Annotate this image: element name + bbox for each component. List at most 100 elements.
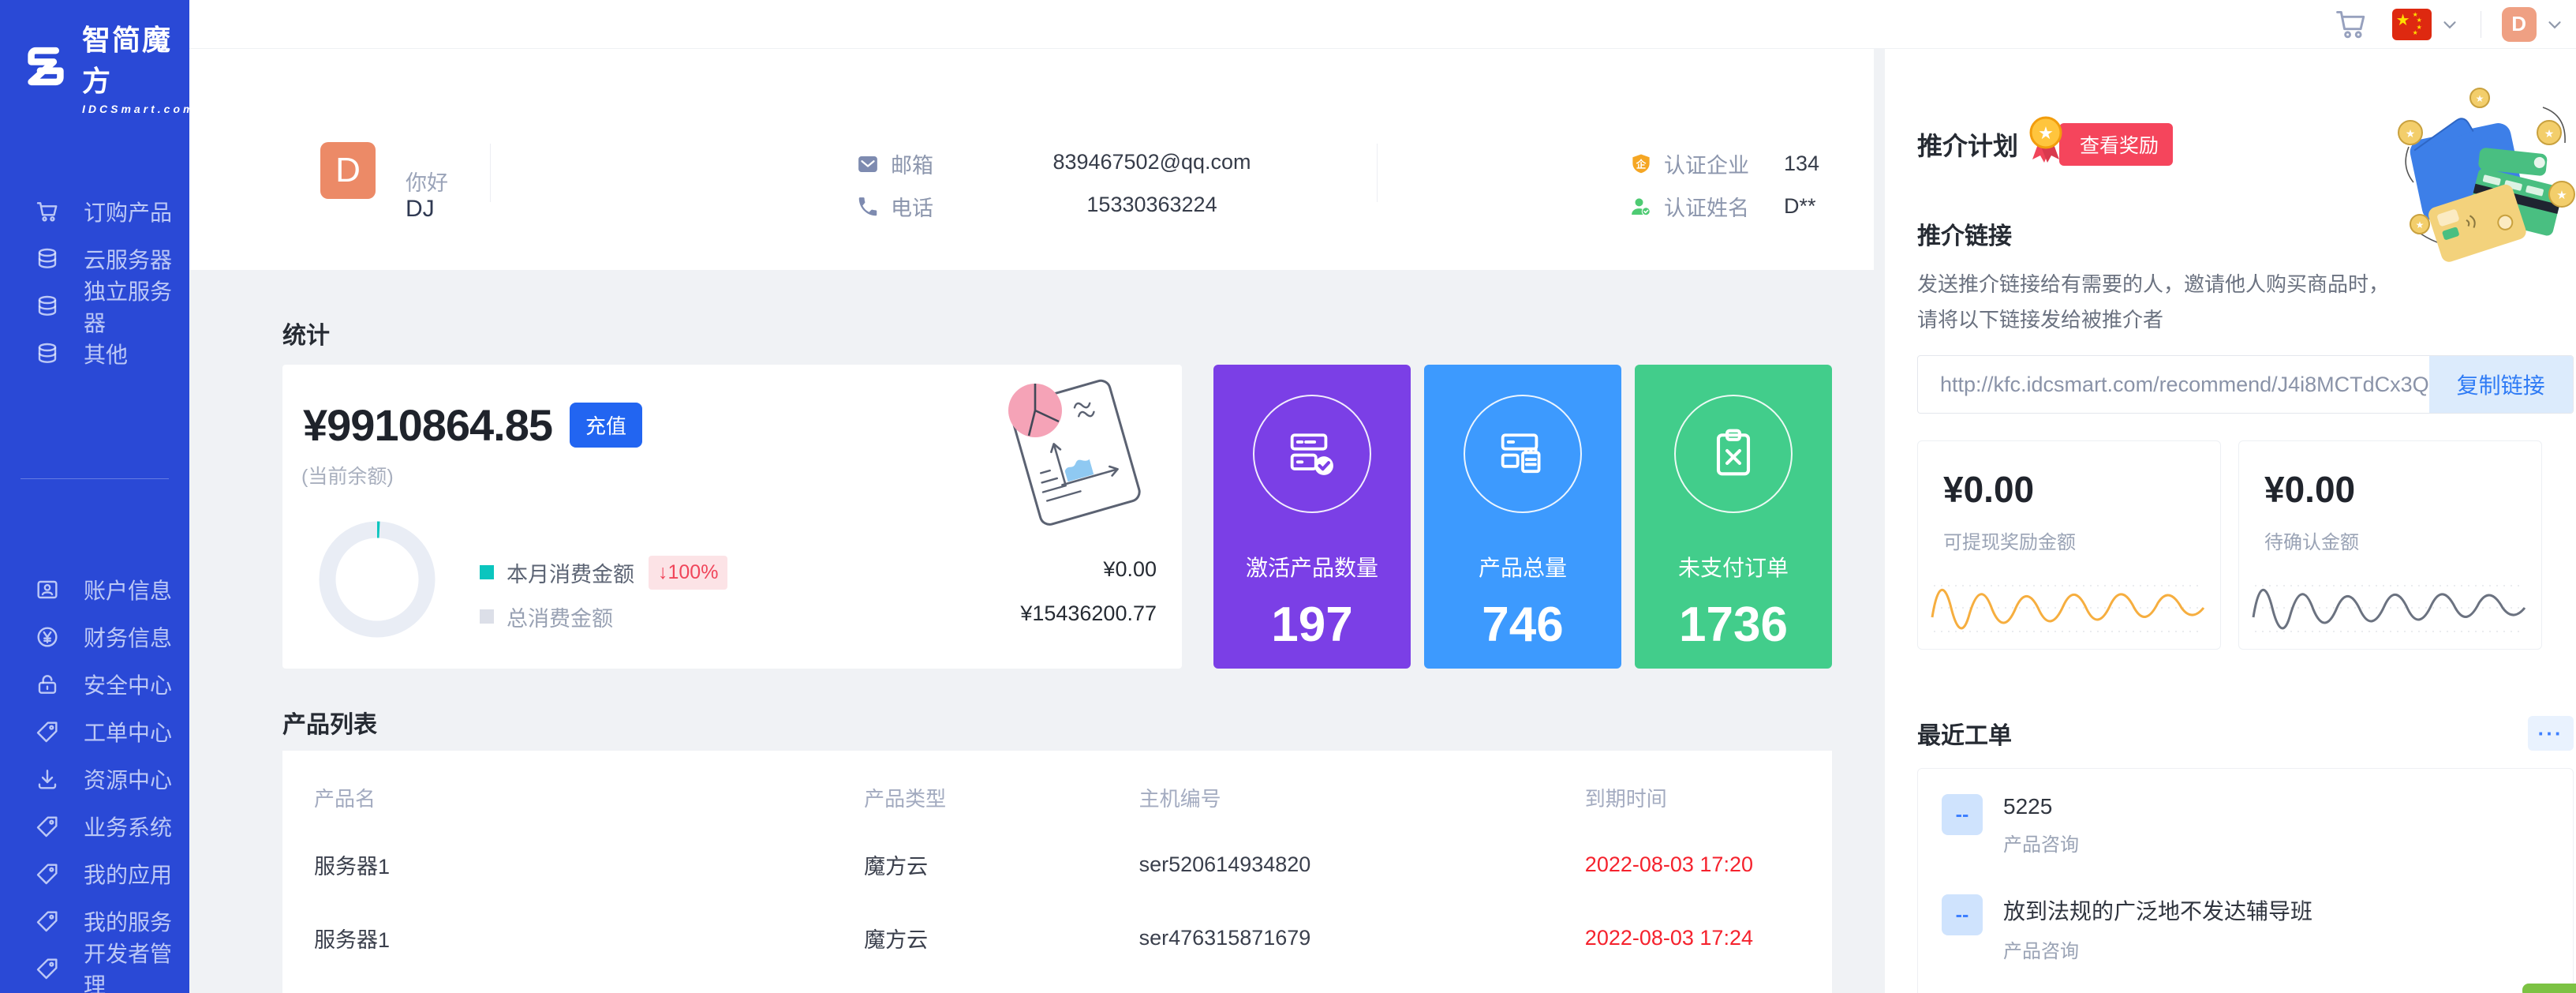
product-list-title: 产品列表 [282, 712, 377, 738]
referral-link-input[interactable]: http://kfc.idcsmart.com/recommend/J4i8MC… [1940, 372, 2429, 396]
column-header: 产品名 [314, 786, 376, 811]
database-icon [38, 295, 57, 316]
database-icon [38, 343, 57, 363]
referral-description-line2: 请将以下链接发给被推介者 [1917, 308, 2164, 332]
cert-company-value: 134 [1784, 152, 1820, 175]
email-label: 邮箱 [891, 154, 933, 178]
yuan-circle-icon [37, 627, 58, 647]
product-type-cell: 魔方云 [864, 855, 929, 879]
server-check-icon [1290, 433, 1333, 475]
profile-avatar: D [320, 142, 376, 199]
sidebar-item-label: 云服务器 [84, 248, 173, 272]
sidebar-item-label: 其他 [84, 343, 129, 367]
sidebar-item-resource-center[interactable]: 资源中心 [0, 755, 189, 803]
sidebar-item-account-info[interactable]: 账户信息 [0, 566, 189, 613]
unpaid-orders-value: 1736 [1679, 598, 1788, 652]
sidebar-item-ticket-center[interactable]: 工单中心 [0, 708, 189, 755]
balance-caption: (当前余额) [301, 466, 394, 488]
sidebar-item-business-system[interactable]: 业务系统 [0, 803, 189, 850]
balance-card: ¥9910864.85 充值 (当前余额) 本月消费金额 [282, 365, 1182, 669]
table-row[interactable]: 服务器1 魔方云 ser476315871679 2022-08-03 17:2… [314, 901, 1800, 975]
sidebar-item-label: 资源中心 [84, 768, 173, 793]
sidebar-item-cloud-server[interactable]: 云服务器 [0, 235, 189, 283]
logo-mark-icon [28, 47, 64, 86]
app-logo[interactable]: 智简魔方 IDCSmart.com [0, 0, 193, 115]
sidebar-item-my-services[interactable]: 我的服务 [0, 897, 189, 945]
product-stack-icon [1501, 433, 1541, 474]
ticket-item[interactable]: -- 5225 产品咨询 [1942, 794, 2549, 856]
sidebar-item-label: 订购产品 [84, 200, 173, 225]
total-products-card[interactable]: 产品总量 746 [1424, 365, 1621, 669]
ticket-item[interactable]: -- 放到法规的广泛地不发达辅导班 产品咨询 [1942, 894, 2549, 963]
sidebar-item-security-center[interactable]: 安全中心 [0, 661, 189, 708]
sidebar: 智简魔方 IDCSmart.com 订购产品 云服务器 独立服务器 其他 [0, 0, 193, 993]
active-products-value: 197 [1271, 598, 1353, 652]
table-row[interactable]: 服务器1 魔方云 ser520614934820 2022-08-03 17:2… [314, 828, 1800, 901]
floating-chat-button[interactable] [2522, 984, 2576, 993]
user-info-panel: D 你好 DJ 邮箱 839467502@qq.com 电话 153303632… [189, 49, 1874, 270]
unpaid-orders-card[interactable]: 未支付订单 1736 [1635, 365, 1832, 669]
ticket-category: 产品咨询 [2003, 941, 2079, 962]
total-products-label: 产品总量 [1478, 556, 1567, 580]
username-text: DJ [406, 196, 435, 222]
sidebar-item-label: 账户信息 [84, 579, 173, 603]
sidebar-item-dedicated-server[interactable]: 独立服务器 [0, 279, 189, 335]
reward-sparkline-orange [1931, 585, 2205, 632]
tag-icon [36, 721, 58, 743]
referral-link-title: 推介链接 [1917, 223, 2012, 249]
table-header-row: 产品名 产品类型 主机编号 到期时间 [314, 766, 1800, 828]
chevron-down-icon[interactable] [2440, 14, 2460, 35]
product-name-cell: 服务器1 [314, 855, 391, 879]
reward-sparkline-gray [2252, 585, 2526, 632]
sidebar-item-label: 独立服务器 [84, 279, 173, 335]
chevron-down-icon[interactable] [2544, 14, 2565, 35]
withdrawable-label: 可提现奖励金额 [1943, 532, 2076, 553]
view-rewards-label: 查看奖励 [2059, 123, 2174, 166]
flag-star-icon: ★ [2395, 11, 2410, 29]
phone-value: 15330363224 [1086, 193, 1217, 216]
sidebar-item-my-apps[interactable]: 我的应用 [0, 850, 189, 897]
tickets-more-button[interactable]: ··· [2527, 716, 2574, 751]
greeting-text: 你好 [406, 171, 448, 195]
sidebar-item-finance-info[interactable]: 财务信息 [0, 613, 189, 661]
user-avatar[interactable]: D [2501, 6, 2537, 42]
active-products-card[interactable]: 激活产品数量 197 [1213, 365, 1411, 669]
sidebar-divider [21, 478, 169, 479]
cert-company-label: 认证企业 [1664, 154, 1749, 178]
sidebar-item-developer-admin[interactable]: 开发者管理 [0, 942, 189, 993]
ticket-status-badge: -- [1942, 794, 1983, 835]
panel-divider [1377, 144, 1378, 202]
svg-text:企: 企 [1636, 158, 1647, 170]
sidebar-item-label: 我的服务 [84, 910, 173, 935]
active-products-label: 激活产品数量 [1245, 556, 1378, 580]
cert-name-label: 认证姓名 [1664, 197, 1749, 220]
sidebar-item-label: 业务系统 [84, 815, 173, 840]
lock-icon [38, 675, 57, 694]
email-value: 839467502@qq.com [1052, 150, 1251, 174]
recharge-button[interactable]: 充值 [570, 403, 643, 448]
referral-description-line1: 发送推介链接给有需要的人，邀请他人购买商品时， [1917, 272, 2390, 296]
view-rewards-badge[interactable]: ★ 查看奖励 [2029, 116, 2174, 166]
month-trend-badge: ↓100% [649, 555, 728, 590]
language-flag-china[interactable]: ★ ★ ★ ★ ★ [2391, 8, 2432, 40]
sidebar-item-other[interactable]: 其他 [0, 330, 189, 377]
sidebar-item-order-products[interactable]: 订购产品 [0, 188, 189, 235]
total-products-value: 746 [1482, 598, 1564, 652]
svg-text:★: ★ [2038, 123, 2054, 143]
cart-icon[interactable] [2334, 7, 2368, 42]
certified-company-icon: 企 [1632, 154, 1650, 173]
pending-amount-card: ¥0.00 待确认金额 [2238, 440, 2542, 650]
sidebar-item-label: 我的应用 [84, 863, 173, 887]
product-type-cell: 魔方云 [864, 928, 929, 952]
download-icon [38, 770, 57, 789]
tag-icon [36, 911, 58, 932]
total-consumption-value: ¥15436200.77 [1020, 601, 1157, 625]
tag-icon [36, 864, 58, 885]
copy-link-button[interactable]: 复制链接 [2428, 356, 2573, 413]
coin-icon: ★ ★ ★ ★ ★ [2397, 88, 2575, 234]
column-header: 主机编号 [1138, 786, 1221, 811]
cart-icon [36, 202, 58, 222]
month-consumption-value: ¥0.00 [1103, 557, 1157, 581]
report-illustration [1008, 379, 1141, 526]
